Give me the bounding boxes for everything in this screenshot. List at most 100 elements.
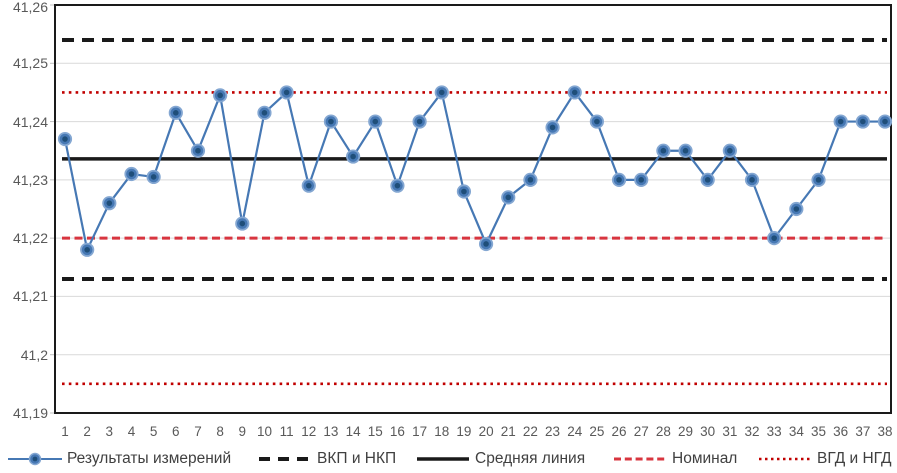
data-point-marker xyxy=(611,172,627,187)
legend-swatch-tolerance-limits xyxy=(759,457,811,461)
data-point-marker xyxy=(545,120,560,135)
x-axis-tick-label: 6 xyxy=(172,424,180,439)
y-axis-tick-label: 41,23 xyxy=(12,171,48,188)
x-axis-tick-label: 12 xyxy=(301,424,317,439)
x-axis-tick-label: 32 xyxy=(744,424,760,439)
x-axis-tick-label: 22 xyxy=(522,424,538,439)
x-axis-tick-label: 35 xyxy=(810,424,827,439)
measurements-line xyxy=(63,91,885,251)
data-point-marker xyxy=(124,166,139,182)
x-axis-tick-label: 31 xyxy=(722,424,738,439)
data-point-marker xyxy=(368,114,383,129)
data-point-marker xyxy=(700,172,715,187)
x-axis-tick-label: 36 xyxy=(833,424,849,439)
x-axis-tick-label: 8 xyxy=(216,424,224,439)
plot-border xyxy=(54,4,892,414)
legend-label: ВГД и НГД xyxy=(817,450,892,467)
data-point-marker xyxy=(390,178,405,193)
legend-item-control-limits: ВКП и НКП xyxy=(258,449,396,469)
y-axis-tick-label: 41,21 xyxy=(12,288,48,305)
legend-item-nominal: Номинал xyxy=(613,449,737,469)
x-axis-tick-label: 24 xyxy=(567,424,583,439)
data-point-marker xyxy=(168,105,183,120)
x-axis-tick-label: 3 xyxy=(105,424,114,439)
legend-item-measurements: Результаты измерений xyxy=(8,449,231,469)
data-point-marker xyxy=(346,149,361,164)
legend-label: ВКП и НКП xyxy=(317,450,397,467)
x-axis-tick-label: 18 xyxy=(434,424,450,439)
data-point-marker xyxy=(678,143,693,158)
data-point-marker xyxy=(501,190,516,205)
data-point-marker xyxy=(744,172,760,187)
data-point-marker xyxy=(235,216,250,231)
x-axis-tick-label: 33 xyxy=(766,424,782,439)
data-point-marker xyxy=(257,105,272,120)
x-axis-tick-label: 9 xyxy=(238,424,247,439)
legend-item-center-line: Средняя линия xyxy=(416,449,585,469)
x-axis-tick-label: 20 xyxy=(478,424,494,439)
data-point-marker xyxy=(190,143,206,158)
legend-label: Результаты измерений xyxy=(67,450,232,467)
y-axis-tick-label: 41,26 xyxy=(12,0,48,15)
x-axis-tick-label: 1 xyxy=(61,424,69,439)
legend-swatch-nominal xyxy=(614,457,666,461)
y-axis-tick-label: 41,25 xyxy=(12,55,48,72)
legend-swatch-measurements xyxy=(8,452,62,466)
data-point-marker xyxy=(523,172,538,187)
y-axis-tick-label: 41,19 xyxy=(12,405,48,421)
data-point-marker xyxy=(279,85,294,100)
data-point-marker xyxy=(323,114,339,129)
data-point-marker xyxy=(478,236,494,252)
x-axis-tick-label: 15 xyxy=(367,424,383,439)
data-point-marker xyxy=(877,114,893,129)
data-point-marker xyxy=(634,172,649,187)
data-point-marker xyxy=(567,85,582,100)
data-point-marker xyxy=(146,169,161,185)
x-axis-tick-label: 37 xyxy=(855,424,871,439)
x-axis-tick-label: 7 xyxy=(194,424,202,439)
data-point-marker xyxy=(855,114,870,129)
x-axis-tick-label: 2 xyxy=(83,424,91,439)
x-axis-tick-label: 28 xyxy=(655,424,671,439)
x-axis-tick-label: 25 xyxy=(589,424,605,439)
legend-swatch-center-line xyxy=(417,457,469,461)
x-axis-tick-label: 11 xyxy=(279,424,294,439)
x-axis-tick-label: 5 xyxy=(149,424,158,439)
x-axis-tick-label: 30 xyxy=(700,424,716,439)
data-point-marker xyxy=(434,85,449,100)
x-axis-tick-label: 34 xyxy=(788,424,804,439)
y-axis-tick-label: 41,24 xyxy=(12,113,48,130)
x-axis-tick-label: 13 xyxy=(323,424,339,439)
data-point-marker xyxy=(811,172,826,187)
data-point-marker xyxy=(833,114,848,129)
x-axis-tick-label: 4 xyxy=(127,424,136,439)
data-point-marker xyxy=(656,143,671,158)
legend-label: Средняя линия xyxy=(475,450,586,467)
x-axis-tick-label: 21 xyxy=(500,424,516,439)
data-point-marker xyxy=(213,88,228,103)
data-point-marker xyxy=(57,131,73,147)
x-axis-tick-label: 29 xyxy=(678,424,694,439)
x-axis-tick-label: 16 xyxy=(389,424,405,439)
data-point-marker xyxy=(722,143,737,158)
data-point-marker xyxy=(767,231,782,246)
y-axis-tick-label: 41,22 xyxy=(12,230,48,247)
x-axis-tick-label: 14 xyxy=(345,424,361,439)
legend-label: Номинал xyxy=(672,450,738,467)
x-axis-tick-label: 10 xyxy=(256,424,272,439)
data-point-marker xyxy=(412,114,427,129)
x-axis-tick-label: 38 xyxy=(877,424,893,439)
legend-item-tolerance-limits: ВГД и НГД xyxy=(758,449,892,469)
data-point-marker xyxy=(589,114,604,129)
data-point-marker xyxy=(456,184,472,199)
y-axis-tick-label: 41,2 xyxy=(20,346,48,363)
legend-swatch-control-limits xyxy=(259,457,311,461)
data-point-marker xyxy=(80,242,95,257)
x-axis-tick-label: 17 xyxy=(412,424,428,439)
data-point-marker xyxy=(301,178,316,193)
data-point-marker xyxy=(789,201,804,217)
x-axis-tick-label: 26 xyxy=(611,424,627,439)
data-point-marker xyxy=(102,196,117,211)
